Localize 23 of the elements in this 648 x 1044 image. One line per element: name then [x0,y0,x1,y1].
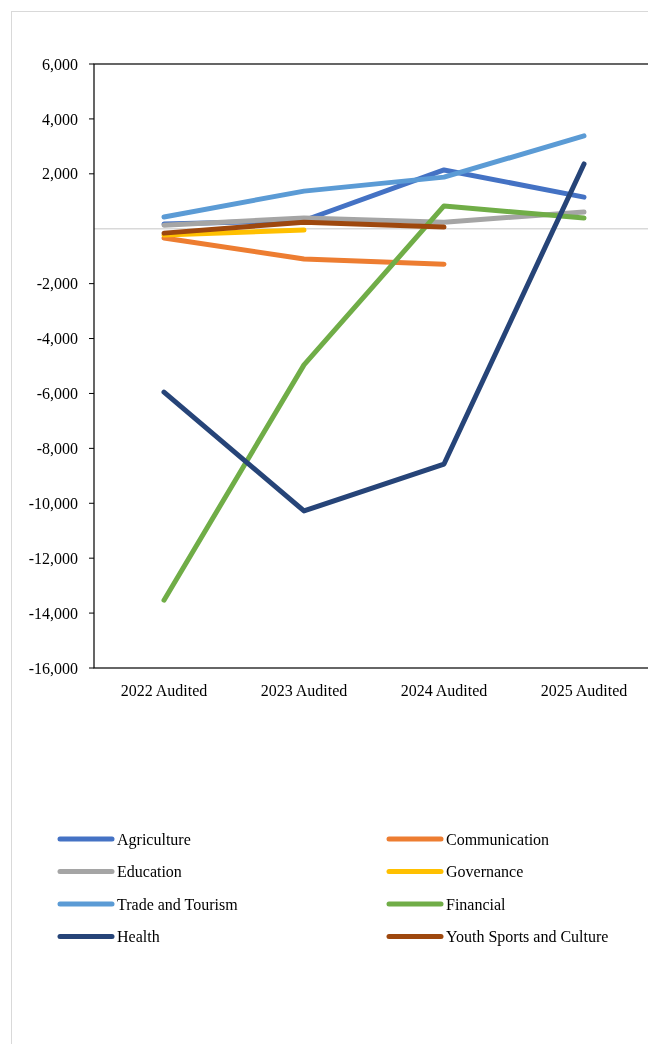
y-tick-label: 6,000 [42,55,78,73]
legend-label: Youth Sports and Culture [446,928,609,947]
y-tick-label: -14,000 [28,604,78,622]
legend-label: Governance [446,863,524,881]
x-tick-label: 2025 Audited [540,682,628,699]
y-tick-label: 2,000 [42,165,78,183]
x-tick-label: 2022 Audited [120,682,208,699]
y-tick-label: -16,000 [28,659,78,677]
y-tick-label: -4,000 [36,330,78,348]
y-tick-label: -12,000 [28,549,78,567]
y-tick-label: 4,000 [42,110,78,128]
legend-label: Agriculture [117,830,191,849]
y-tick-label: -6,000 [36,385,78,403]
legend-label: Education [117,863,182,881]
legend-label: Financial [446,895,507,913]
x-tick-label: 2024 Audited [400,682,488,699]
y-tick-label: -8,000 [36,439,78,457]
y-tick-label: -2,000 [36,275,78,293]
legend-label: Health [117,928,160,946]
y-tick-label: -10,000 [28,494,78,512]
legend-label: Trade and Tourism [117,895,239,913]
legend-label: Communication [446,830,550,848]
x-tick-label: 2023 Audited [260,682,348,699]
